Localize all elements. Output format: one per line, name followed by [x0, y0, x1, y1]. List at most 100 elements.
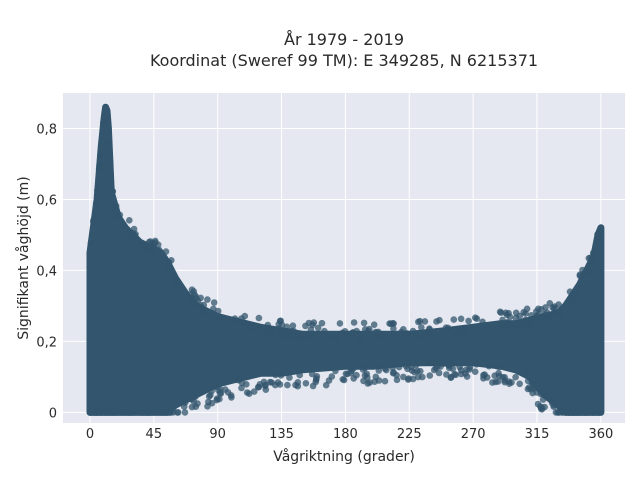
scatter-point	[235, 318, 242, 326]
scatter-point	[204, 296, 211, 303]
scatter-point	[126, 217, 133, 224]
scatter-point	[586, 254, 594, 262]
scatter-point	[531, 385, 538, 392]
scatter-point	[523, 305, 531, 313]
scatter-point	[398, 328, 405, 336]
scatter-point	[499, 316, 506, 324]
scatter-point	[361, 326, 369, 333]
scatter-point	[277, 372, 285, 379]
scatter-point	[414, 367, 421, 375]
scatter-point	[97, 151, 104, 159]
scatter-point	[139, 409, 146, 416]
scatter-point	[433, 318, 440, 325]
scatter-point	[260, 378, 268, 386]
x-axis-label: Vågriktning (grader)	[273, 448, 415, 465]
scatter-point	[339, 376, 347, 383]
scatter-point	[109, 188, 117, 195]
scatter-point	[548, 399, 556, 407]
scatter-point	[493, 363, 501, 370]
scatter-point	[275, 325, 283, 333]
scatter-point	[264, 321, 272, 329]
scatter-point	[421, 330, 428, 338]
scatter-point	[516, 322, 523, 330]
scatter-point	[350, 319, 358, 326]
scatter-point	[361, 364, 369, 372]
scatter-point	[390, 325, 397, 332]
scatter-point	[444, 360, 451, 367]
scatter-point	[481, 371, 488, 378]
scatter-point	[309, 321, 316, 329]
scatter-point	[390, 361, 398, 368]
scatter-point	[198, 304, 205, 312]
scatter-point	[551, 303, 558, 310]
scatter-point	[95, 165, 103, 172]
scatter-point	[348, 367, 356, 375]
scatter-point	[363, 370, 371, 378]
scatter-point	[142, 243, 150, 250]
scatter-point	[426, 325, 433, 333]
scatter-point	[174, 409, 181, 416]
scatter-point	[449, 365, 457, 373]
scatter-point	[370, 321, 378, 329]
scatter-point	[128, 409, 136, 416]
x-axis-ticks: 0 45 90 135 180 225 270 315 360	[86, 427, 613, 442]
scatter-point	[255, 314, 263, 322]
scatter-points	[86, 103, 605, 416]
y-tick-label: 0	[49, 406, 57, 421]
scatter-point	[172, 276, 179, 283]
scatter-point	[495, 369, 502, 377]
scatter-point	[105, 139, 113, 147]
scatter-point	[415, 334, 422, 342]
scatter-point	[328, 373, 336, 380]
scatter-point	[121, 409, 128, 416]
scatter-point	[128, 235, 136, 243]
scatter-point	[101, 409, 109, 416]
scatter-point	[447, 373, 455, 381]
scatter-point	[505, 309, 512, 317]
scatter-point	[460, 327, 468, 334]
scatter-point	[332, 367, 339, 375]
scatter-point	[144, 409, 152, 416]
scatter-point	[165, 264, 173, 272]
scatter-point	[524, 377, 532, 385]
scatter-point	[534, 400, 542, 408]
scatter-point	[450, 316, 458, 323]
scatter-point	[443, 371, 450, 378]
scatter-point	[404, 376, 412, 383]
scatter-point	[371, 330, 378, 338]
scatter-point	[581, 409, 588, 416]
scatter-point	[594, 231, 601, 238]
scatter-point	[192, 393, 199, 401]
scatter-point	[243, 389, 251, 396]
scatter-point	[516, 380, 523, 388]
chart-title-line2: Koordinat (Sweref 99 TM): E 349285, N 62…	[150, 51, 538, 70]
scatter-point	[336, 320, 344, 327]
scatter-point	[456, 363, 463, 371]
scatter-point	[535, 311, 543, 318]
scatter-point	[575, 283, 582, 291]
x-tick-label: 315	[525, 427, 550, 442]
scatter-point	[512, 314, 520, 322]
scatter-point	[409, 327, 417, 335]
x-tick-label: 360	[588, 427, 613, 442]
scatter-point	[92, 200, 100, 207]
scatter-point	[381, 377, 389, 385]
scatter-point	[587, 263, 595, 271]
scatter-point	[426, 372, 434, 379]
scatter-point	[374, 362, 382, 370]
scatter-point	[181, 399, 189, 406]
scatter-point	[91, 409, 99, 416]
scatter-point	[302, 322, 309, 330]
scatter-point	[318, 319, 326, 327]
scatter-point	[212, 383, 219, 391]
scatter-point	[412, 361, 420, 369]
scatter-point	[322, 381, 330, 389]
y-axis-label: Signifikant våghöjd (m)	[15, 176, 32, 339]
x-tick-label: 225	[397, 427, 422, 442]
scatter-point	[205, 398, 212, 406]
scatter-point	[372, 373, 380, 381]
scatter-point	[418, 324, 425, 331]
x-tick-label: 45	[146, 427, 163, 442]
scatter-point	[552, 409, 560, 416]
